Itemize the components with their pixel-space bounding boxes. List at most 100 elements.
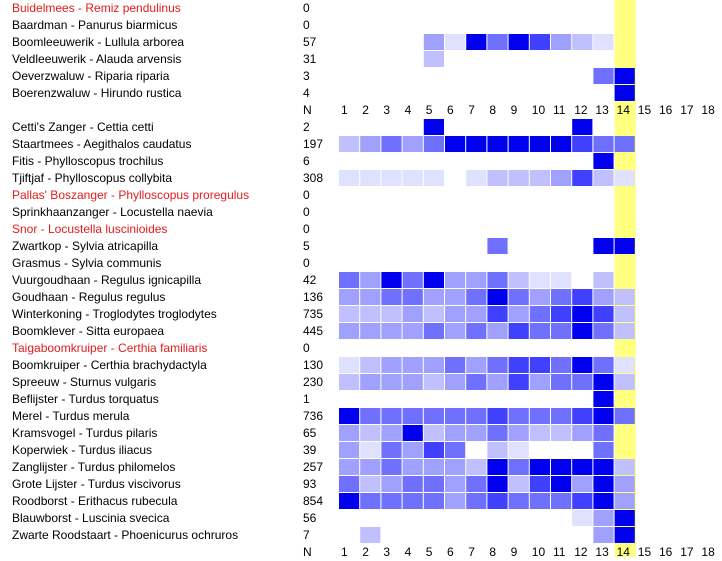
axis-tick-label: 12	[574, 103, 588, 117]
axis-tick-label: 9	[510, 103, 518, 117]
heatmap-cell	[593, 289, 614, 305]
species-count: 6	[303, 154, 310, 168]
heatmap-cell	[466, 357, 487, 373]
species-label: Spreeuw - Sturnus vulgaris	[12, 375, 157, 389]
heatmap-cell	[614, 68, 635, 84]
heatmap-cell	[423, 493, 444, 509]
heatmap-cell	[593, 357, 614, 373]
heatmap-cell	[339, 170, 360, 186]
heatmap-cell	[423, 34, 444, 50]
heatmap-cell	[381, 136, 402, 152]
heatmap-cell	[445, 306, 466, 322]
species-count: 4	[303, 86, 310, 100]
axis-n-label: N	[303, 103, 312, 117]
species-label: Zwartkop - Sylvia atricapilla	[12, 239, 159, 253]
heatmap-cell	[572, 408, 593, 424]
heatmap-cell	[593, 510, 614, 526]
heatmap-cell	[614, 527, 635, 543]
heatmap-cell	[551, 323, 572, 339]
species-count: 736	[303, 409, 324, 423]
heatmap-cell	[572, 136, 593, 152]
heatmap-cell	[339, 289, 360, 305]
heatmap-cell	[339, 323, 360, 339]
heatmap-cell	[445, 493, 466, 509]
species-count: 0	[303, 222, 310, 236]
heatmap-cell	[529, 289, 550, 305]
heatmap-cell	[487, 272, 508, 288]
heatmap-cell	[360, 476, 381, 492]
heatmap-cell	[551, 357, 572, 373]
heatmap-cell	[529, 459, 550, 475]
species-count: 5	[303, 239, 310, 253]
heatmap-cell	[402, 136, 423, 152]
heatmap-cell	[339, 306, 360, 322]
axis-tick-label: 17	[680, 103, 694, 117]
species-label: Taigaboomkruiper - Certhia familiaris	[12, 341, 208, 355]
heatmap-cell	[381, 272, 402, 288]
heatmap-cell	[423, 51, 444, 67]
species-label: Snor - Locustella luscinioides	[12, 222, 168, 236]
heatmap-cell	[572, 119, 593, 135]
heatmap-cell	[445, 34, 466, 50]
heatmap-cell	[572, 357, 593, 373]
heatmap-cell	[614, 170, 635, 186]
heatmap-cell	[423, 306, 444, 322]
species-count: 0	[303, 256, 310, 270]
heatmap-cell	[572, 425, 593, 441]
heatmap-cell	[593, 136, 614, 152]
axis-tick-label: 12	[574, 545, 588, 559]
species-label: Veldleeuwerik - Alauda arvensis	[12, 52, 182, 66]
heatmap-cell	[487, 425, 508, 441]
heatmap-cell	[487, 493, 508, 509]
heatmap-cell	[487, 442, 508, 458]
heatmap-cell	[572, 170, 593, 186]
heatmap-cell	[593, 68, 614, 84]
heatmap-cell	[445, 459, 466, 475]
heatmap-cell	[339, 425, 360, 441]
heatmap-cell	[423, 425, 444, 441]
heatmap-cell	[423, 272, 444, 288]
heatmap-cell	[508, 289, 529, 305]
species-count: 42	[303, 273, 317, 287]
heatmap-cell	[551, 493, 572, 509]
heatmap-cell	[466, 476, 487, 492]
species-label: Buidelmees - Remiz pendulinus	[12, 1, 181, 15]
axis-tick-label: 7	[468, 103, 475, 117]
species-count: 93	[303, 477, 317, 491]
heatmap-cell	[487, 323, 508, 339]
heatmap-cell	[572, 459, 593, 475]
species-label: Baardman - Panurus biarmicus	[12, 18, 178, 32]
axis-tick-label: 15	[637, 103, 652, 117]
axis-tick-label: 13	[595, 545, 609, 559]
heatmap-cell	[614, 476, 635, 492]
heatmap-cell	[466, 136, 487, 152]
axis-tick-label: 14	[616, 103, 630, 117]
heatmap-cell	[402, 272, 423, 288]
heatmap-cell	[508, 493, 529, 509]
heatmap-cell	[593, 306, 614, 322]
heatmap-cell	[508, 442, 529, 458]
axis-tick-label: 16	[659, 545, 673, 559]
species-count: 39	[303, 443, 317, 457]
heatmap-cell	[529, 374, 550, 390]
heatmap-cell	[572, 289, 593, 305]
heatmap-cell	[614, 374, 635, 390]
heatmap-cell	[529, 476, 550, 492]
heatmap-cell	[360, 323, 381, 339]
heatmap-cell	[529, 323, 550, 339]
heatmap-cell	[402, 289, 423, 305]
heatmap-cell	[572, 34, 593, 50]
axis-tick-label: 5	[425, 103, 433, 117]
heatmap-cell	[593, 476, 614, 492]
heatmap-cell	[466, 289, 487, 305]
heatmap-cell	[572, 476, 593, 492]
heatmap-cell	[614, 289, 635, 305]
species-count: 2	[303, 120, 310, 134]
species-label: Oeverzwaluw - Riparia riparia	[12, 69, 170, 83]
species-label: Beflijster - Turdus torquatus	[12, 392, 159, 406]
heatmap-cell	[572, 374, 593, 390]
heatmap-cell	[572, 493, 593, 509]
heatmap-cell	[572, 306, 593, 322]
heatmap-cell	[508, 170, 529, 186]
